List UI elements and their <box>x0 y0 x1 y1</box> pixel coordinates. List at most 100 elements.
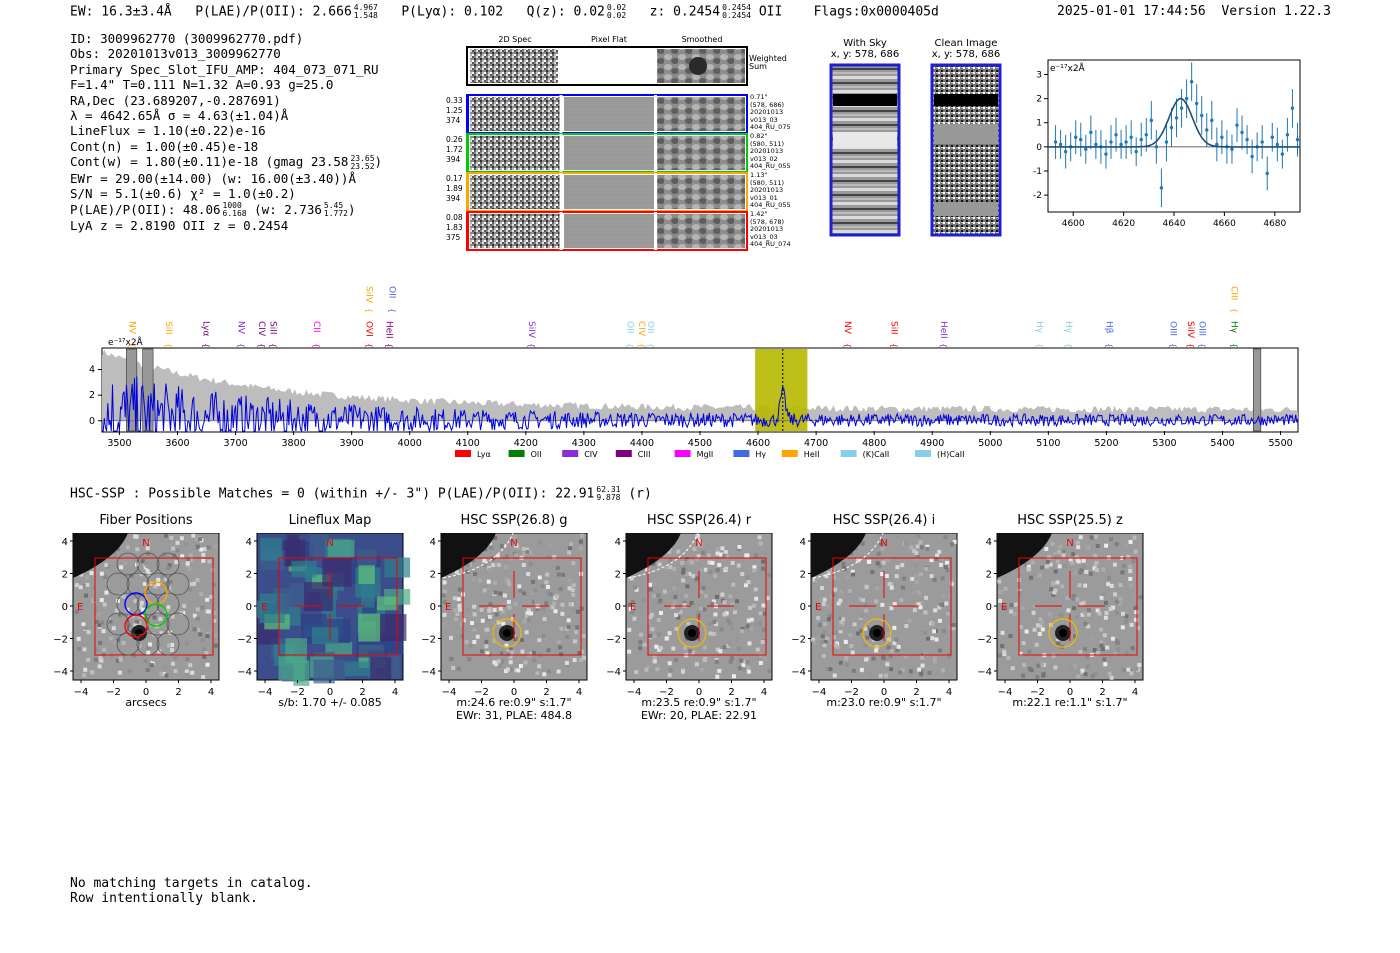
hsc-pixel-3-78 <box>671 646 676 651</box>
hsc-pixel-5-222 <box>1102 633 1107 638</box>
hsc-pixel-5-233 <box>1071 596 1076 601</box>
hsc-source-core-4 <box>873 629 881 637</box>
hsc-pixel-4-68 <box>910 576 915 581</box>
hsc-pixel-4-151 <box>920 655 925 660</box>
hsc-pixel-0-144 <box>157 649 162 654</box>
fit-point-36 <box>1235 123 1239 127</box>
hsc-pixel-3-191 <box>652 593 657 598</box>
hsc-panel-title-3: HSC SSP(26.4) r <box>646 513 752 528</box>
hsc-pixel-5-216 <box>1038 623 1043 628</box>
spec-label-brace-23: { <box>1197 343 1206 348</box>
hsc-pixel-2-65 <box>500 609 505 614</box>
plae2-lo: 6.168 <box>222 209 247 219</box>
hsc-pixel-2-47 <box>508 654 513 659</box>
hsc-xtick-1-0: −4 <box>258 687 273 698</box>
hsc-pixel-3-212 <box>699 667 704 672</box>
hsc-pixel-2-176 <box>496 659 501 664</box>
hsc-pixel-2-110 <box>529 651 534 656</box>
hsc-pixel-5-145 <box>1086 608 1091 613</box>
hsc-pixel-4-202 <box>887 581 892 586</box>
hsc-pixel-2-133 <box>504 564 509 569</box>
hsc-pixel-5-35 <box>997 653 1002 658</box>
hsc-pixel-2-76 <box>523 660 528 665</box>
hsc-pixel-3-147 <box>693 578 698 583</box>
lineflux-blob-1-55 <box>375 614 407 641</box>
hsc-ytick-3-1: 2 <box>615 570 621 581</box>
hsc-pixel-2-21 <box>482 558 487 563</box>
hsc-pixel-3-75 <box>729 626 734 631</box>
hsc-pixel-5-97 <box>1133 549 1138 554</box>
fit-point-4 <box>1074 135 1078 139</box>
hsc-pixel-3-237 <box>699 567 704 572</box>
hsc-pixel-0-90 <box>126 545 131 550</box>
hsc-pixel-3-151 <box>745 624 750 629</box>
hsc-pixel-5-230 <box>1122 668 1127 673</box>
hsc-pixel-0-202 <box>191 581 196 586</box>
hsc-pixel-0-184 <box>213 643 218 648</box>
hsc-pixel-3-23 <box>632 616 637 621</box>
spec-legend: Lyα OII CIV CIII MgII Hγ HeII (K)CaII (H)CaII <box>455 450 964 459</box>
hsc-ytick-0-4: −4 <box>53 667 68 678</box>
hsc-pixel-0-152 <box>77 647 82 652</box>
spec-label-brace-19: { <box>1064 343 1073 348</box>
hsc-pixel-3-85 <box>722 612 727 617</box>
hsc-pixel-4-173 <box>828 667 833 672</box>
legend-swatch-4 <box>674 450 691 457</box>
hsc-pixel-5-242 <box>1120 570 1125 575</box>
hsc-pixel-0-174 <box>76 636 81 641</box>
hsc-caption-line1-4: m:23.0 re:0.9" s:1.7" <box>826 696 942 709</box>
spec-xtick-6: 4100 <box>456 438 480 449</box>
hsc-pixel-4-153 <box>949 582 954 587</box>
hsc-pixel-3-112 <box>627 627 632 632</box>
hsc-pixel-0-23 <box>147 662 152 667</box>
hsc-pixel-5-66 <box>1128 569 1133 574</box>
hsc-pixel-4-48 <box>904 624 909 629</box>
cutout-left-2-1: 1.89 <box>446 184 463 193</box>
hsc-pixel-2-87 <box>442 580 447 585</box>
hsc-ytick-1-0: 4 <box>246 537 252 548</box>
hsc-pixel-5-214 <box>1017 591 1022 596</box>
hsc-pixel-3-118 <box>714 659 719 664</box>
cutout-2dspec-3 <box>470 214 560 248</box>
hsc-pixel-3-166 <box>735 599 740 604</box>
hsc-pixel-4-116 <box>886 645 891 650</box>
hsc-pixel-2-94 <box>456 666 461 671</box>
hsc-pixel-3-156 <box>684 572 689 577</box>
hsc-pixel-0-145 <box>149 663 154 668</box>
hsc-pixel-0-195 <box>168 579 173 584</box>
lineflux-blob-1-57 <box>311 627 339 645</box>
hsc-pixel-3-173 <box>663 565 668 570</box>
hsc-pixel-5-136 <box>1092 647 1097 652</box>
hsc-pixel-0-10 <box>162 552 167 557</box>
legend-label-4: MgII <box>697 450 714 459</box>
hsc-pixel-2-139 <box>492 639 497 644</box>
hsc-panel-title-4: HSC SSP(26.4) i <box>832 513 936 528</box>
fit-point-46 <box>1285 133 1290 137</box>
hsc-pixel-5-59 <box>1046 555 1051 560</box>
hsc-pixel-2-205 <box>531 579 536 584</box>
hsc-pixel-5-152 <box>1036 623 1041 628</box>
hsc-pixel-0-239 <box>145 668 150 673</box>
hsc-pixel-4-170 <box>837 577 842 582</box>
cutout-right-2-2: 20201013 <box>750 186 784 195</box>
fit-params: F=1.4" T=0.111 N=1.32 A=0.93 g=25.0 <box>70 77 334 93</box>
hsc-pixel-5-177 <box>1002 649 1007 654</box>
hsc-pixel-3-189 <box>740 572 745 577</box>
lineflux-blob-1-25 <box>360 583 375 608</box>
hsc-pixel-0-71 <box>207 559 212 564</box>
hsc-pixel-4-253 <box>915 544 920 549</box>
hsc-pixel-2-142 <box>467 657 472 662</box>
hsc-pixel-0-67 <box>158 616 163 621</box>
hsc-pixel-5-228 <box>1066 540 1071 545</box>
hsc-pixel-3-125 <box>668 668 673 673</box>
hsc-pixel-5-195 <box>1059 584 1064 589</box>
hsc-pixel-4-103 <box>838 598 843 603</box>
lineflux-blob-1-44 <box>284 539 306 567</box>
hsc-pixel-3-238 <box>748 605 753 610</box>
spec-label-brace-17: { <box>939 343 948 348</box>
hsc-pixel-0-9 <box>200 638 205 643</box>
hsc-pixel-2-144 <box>484 639 489 644</box>
lineflux-blob-1-38 <box>358 565 375 585</box>
hsc-pixel-4-165 <box>852 622 857 627</box>
hsc-pixel-0-148 <box>186 557 191 562</box>
